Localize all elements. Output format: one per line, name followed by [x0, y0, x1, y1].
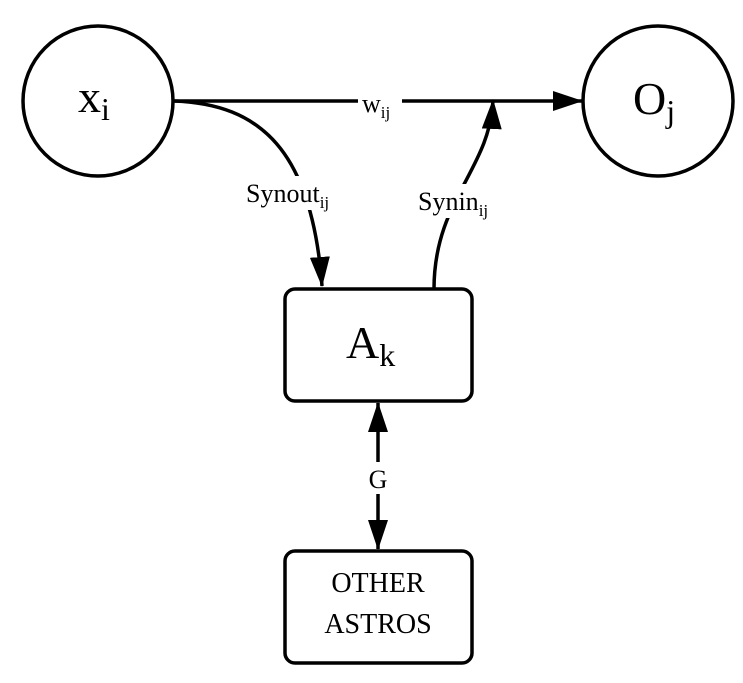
node-o-j-label: Oj [633, 73, 675, 129]
edge-synin-label: Syninij [418, 187, 488, 220]
edge-synout-label-bg [244, 176, 356, 210]
node-other-astros-line1: OTHER [331, 568, 425, 599]
node-o-j: Oj [581, 24, 735, 178]
edge-synin-label-bg [416, 184, 510, 218]
node-x-i: xi [21, 24, 175, 178]
node-other-astros-line2: ASTROS [324, 609, 431, 640]
edge-synout [173, 99, 330, 287]
node-other-astros: OTHER ASTROS [283, 549, 474, 665]
node-a-k-label: Ak [346, 317, 395, 373]
edge-g-label: G [369, 465, 388, 494]
edge-w-label: wij [362, 89, 390, 122]
edge-g-label-bg [362, 462, 394, 494]
node-x-i-label: xi [78, 71, 110, 127]
node-a-k: Ak [283, 287, 474, 403]
edge-synout-label: Synoutij [246, 179, 329, 212]
edge-w-label-bg [358, 88, 402, 118]
